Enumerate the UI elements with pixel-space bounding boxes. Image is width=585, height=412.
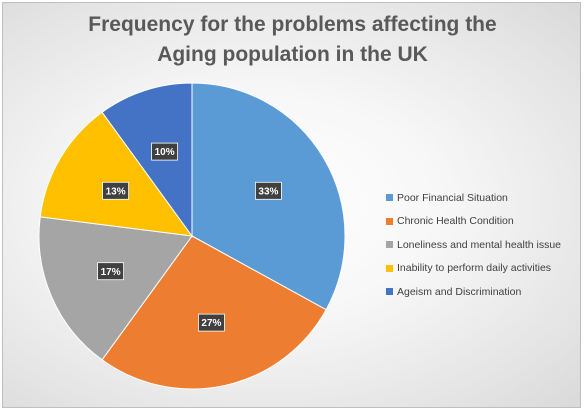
data-label-text: 10%: [155, 147, 175, 158]
data-label-box: [197, 313, 225, 332]
legend-swatch: [386, 288, 393, 296]
legend: Poor Financial Situation Chronic Health C…: [386, 186, 576, 304]
data-label-box: [97, 262, 124, 281]
data-label-text: 27%: [201, 318, 221, 329]
data-label-4: 13%: [102, 181, 129, 200]
data-label-text: 33%: [258, 186, 278, 197]
data-labels: 33% 27% 17% 13% 10%: [97, 142, 282, 332]
pie-slice-2: [101, 235, 327, 390]
legend-label: Chronic Health Condition: [397, 215, 514, 228]
legend-item-5: Ageism and Discrimination: [386, 280, 576, 304]
legend-swatch: [386, 241, 393, 249]
chart-title-line-1: Frequency for the problems affecting the: [88, 13, 497, 36]
data-label-5: 10%: [151, 142, 179, 161]
legend-swatch: [386, 264, 393, 272]
data-label-box: [254, 181, 282, 200]
pie-slice-4: [39, 111, 194, 237]
legend-item-1: Poor Financial Situation: [386, 186, 576, 210]
legend-swatch: [386, 194, 393, 202]
chart-title: Frequency for the problems affecting the…: [0, 10, 585, 70]
legend-label: Poor Financial Situation: [397, 191, 508, 204]
data-label-box: [151, 142, 179, 161]
legend-item-2: Chronic Health Condition: [386, 210, 576, 234]
legend-label: Inability to perform daily activities: [397, 262, 552, 275]
data-label-1: 33%: [254, 181, 282, 200]
data-label-text: 17%: [101, 267, 121, 278]
pie-slices: [38, 82, 346, 390]
data-label-box: [102, 181, 129, 200]
data-label-text: 13%: [106, 186, 126, 197]
legend-label: Ageism and Discrimination: [397, 285, 522, 298]
legend-label: Loneliness and mental health issue: [397, 238, 562, 251]
chart-title-line-2: Aging population in the UK: [157, 43, 428, 66]
legend-item-4: Inability to perform daily activities: [386, 257, 576, 281]
pie-slice-3: [38, 216, 193, 361]
pie-slice-5: [101, 82, 193, 238]
data-label-2: 27%: [197, 313, 225, 332]
data-label-3: 17%: [97, 262, 124, 281]
legend-swatch: [386, 217, 393, 225]
legend-item-3: Loneliness and mental health issue: [386, 233, 576, 257]
